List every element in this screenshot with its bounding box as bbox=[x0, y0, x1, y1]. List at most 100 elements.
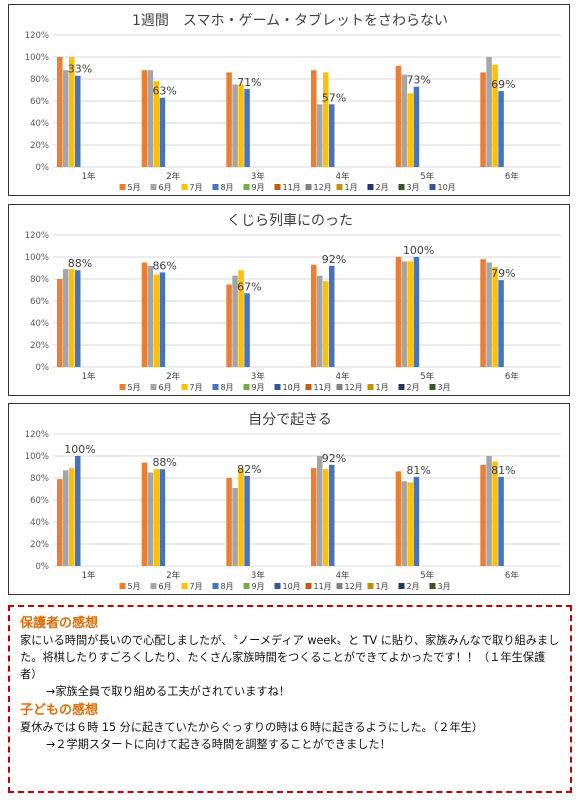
legend-swatch bbox=[150, 184, 157, 190]
x-tick-label: 1年 bbox=[82, 371, 96, 382]
bar-8月-6年 bbox=[498, 280, 504, 367]
data-label: 69% bbox=[491, 78, 515, 91]
bar-8月-6年 bbox=[498, 91, 504, 167]
legend-label: 8月 bbox=[221, 383, 234, 392]
bar-8月-3年 bbox=[244, 88, 250, 167]
y-tick-label: 40% bbox=[30, 119, 49, 129]
legend-label: 3月 bbox=[407, 183, 420, 192]
bar-5月-3年 bbox=[226, 284, 232, 367]
y-tick-label: 20% bbox=[30, 540, 49, 550]
legend-swatch bbox=[398, 583, 405, 589]
y-tick-label: 100% bbox=[25, 452, 49, 462]
bar-6月-2年 bbox=[147, 70, 154, 167]
chart-title: くじら列車にのった bbox=[227, 212, 353, 229]
legend-label: 7月 bbox=[190, 582, 203, 591]
parent-text: 家にいる時間が長いので心配しましたが、〝ノーメディア week〟と TV に貼り… bbox=[20, 634, 560, 681]
bar-6月-3年 bbox=[232, 275, 238, 367]
bar-6月-4年 bbox=[317, 275, 323, 367]
bar-7月-2年 bbox=[153, 274, 160, 367]
x-tick-label: 1年 bbox=[82, 171, 96, 182]
bar-8月-4年 bbox=[329, 464, 335, 566]
legend-label: 9月 bbox=[252, 383, 265, 392]
bar-7月-5年 bbox=[407, 482, 414, 566]
legend-label: 7月 bbox=[190, 183, 203, 192]
bar-7月-6年 bbox=[492, 64, 498, 167]
legend-label: 5月 bbox=[128, 383, 141, 392]
data-label: 33% bbox=[68, 63, 92, 76]
bar-5月-3年 bbox=[226, 478, 232, 566]
bar-5月-6年 bbox=[480, 464, 486, 566]
legend-label: 10月 bbox=[283, 383, 301, 392]
bar-7月-1年 bbox=[69, 57, 75, 167]
y-tick-label: 100% bbox=[25, 53, 49, 63]
bar-7月-5年 bbox=[407, 261, 414, 367]
legend-label: 1月 bbox=[345, 183, 358, 192]
bar-5月-4年 bbox=[311, 264, 317, 367]
legend-label: 2月 bbox=[376, 183, 389, 192]
legend-label: 3月 bbox=[438, 383, 451, 392]
bar-6月-5年 bbox=[401, 261, 408, 367]
legend-swatch bbox=[305, 583, 312, 589]
bar-7月-4年 bbox=[323, 72, 329, 167]
x-tick-label: 5年 bbox=[420, 171, 434, 182]
legend-swatch bbox=[305, 184, 312, 190]
legend-label: 9月 bbox=[252, 582, 265, 591]
legend-swatch bbox=[367, 384, 374, 390]
bar-5月-2年 bbox=[141, 462, 148, 566]
data-label: 71% bbox=[237, 76, 261, 89]
bar-5月-6年 bbox=[480, 259, 486, 367]
bar-7月-5年 bbox=[407, 93, 414, 167]
x-tick-label: 4年 bbox=[336, 570, 350, 581]
bar-7月-3年 bbox=[238, 468, 244, 566]
legend-swatch bbox=[119, 184, 126, 190]
legend-swatch bbox=[212, 384, 219, 390]
data-label: 88% bbox=[68, 257, 92, 270]
data-label: 73% bbox=[406, 74, 430, 87]
bar-5月-5年 bbox=[395, 65, 402, 167]
bar-8月-4年 bbox=[329, 104, 335, 167]
legend-swatch bbox=[150, 384, 157, 390]
bar-5月-1年 bbox=[57, 57, 63, 167]
legend-label: 11月 bbox=[314, 383, 332, 392]
bar-7月-4年 bbox=[323, 469, 329, 566]
legend-label: 12月 bbox=[345, 383, 363, 392]
bar-5月-3年 bbox=[226, 72, 232, 167]
legend-label: 7月 bbox=[190, 383, 203, 392]
y-tick-label: 100% bbox=[25, 253, 49, 263]
y-tick-label: 80% bbox=[30, 474, 49, 484]
chart-title: 自分で起きる bbox=[248, 412, 332, 428]
x-tick-label: 2年 bbox=[166, 570, 180, 581]
x-tick-label: 3年 bbox=[251, 171, 265, 182]
bar-7月-2年 bbox=[153, 469, 160, 566]
legend-swatch bbox=[336, 384, 343, 390]
legend-label: 11月 bbox=[314, 582, 332, 591]
child-note: →２学期スタートに向けて起きる時間を調整することができました！ bbox=[46, 738, 391, 751]
bar-8月-1年 bbox=[75, 270, 81, 367]
legend-swatch bbox=[429, 184, 436, 190]
legend-swatch bbox=[398, 384, 405, 390]
legend-swatch bbox=[243, 583, 250, 589]
legend-swatch bbox=[398, 184, 405, 190]
legend-label: 2月 bbox=[407, 582, 420, 591]
parent-note: →家族全員で取り組める工夫がされていますね！ bbox=[46, 685, 290, 698]
bar-5月-2年 bbox=[141, 262, 148, 367]
data-label: 92% bbox=[322, 253, 346, 266]
legend-label: 3月 bbox=[438, 582, 451, 591]
legend-swatch bbox=[119, 583, 126, 589]
bar-8月-5年 bbox=[413, 86, 420, 167]
bar-6月-5年 bbox=[401, 481, 408, 566]
legend-label: 6月 bbox=[159, 183, 172, 192]
x-tick-label: 2年 bbox=[166, 171, 180, 182]
x-tick-label: 6年 bbox=[505, 570, 519, 581]
data-label: 57% bbox=[322, 91, 346, 104]
y-tick-label: 120% bbox=[25, 31, 49, 41]
bar-6月-2年 bbox=[147, 472, 154, 566]
x-tick-label: 1年 bbox=[82, 570, 96, 581]
legend-swatch bbox=[212, 184, 219, 190]
bar-5月-6年 bbox=[480, 72, 486, 167]
bar-6月-1年 bbox=[63, 70, 69, 167]
bar-7月-6年 bbox=[492, 266, 498, 367]
child-heading: 子どもの感想 bbox=[20, 703, 99, 718]
y-tick-label: 40% bbox=[30, 518, 49, 528]
bar-8月-6年 bbox=[498, 476, 504, 566]
